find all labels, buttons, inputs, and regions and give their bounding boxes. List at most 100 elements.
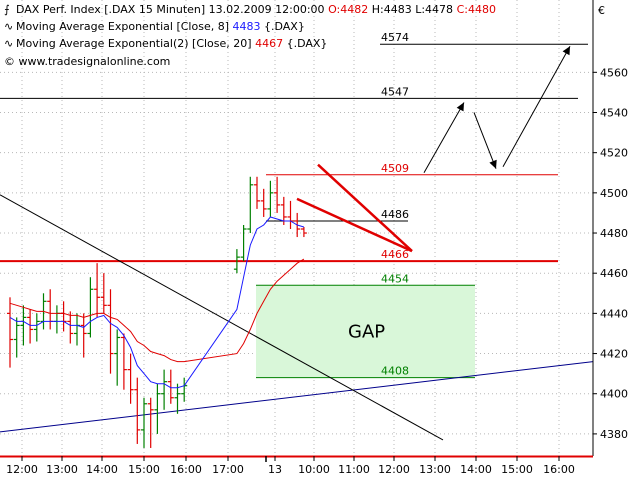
x-tick-label: 15:00 (501, 463, 533, 476)
ohlc-bar (7, 297, 13, 368)
y-tick-label: 4540 (600, 106, 628, 119)
ema20-line (9, 258, 305, 363)
x-tick-label: 13 (268, 463, 282, 476)
x-tick-label: 13:00 (419, 463, 451, 476)
ohlc-bar (274, 176, 281, 213)
ema2-label: Moving Average Exponential(2) [Close, 20… (16, 37, 252, 50)
y-tick-label: 4520 (600, 147, 628, 160)
ohlc-bar (147, 397, 154, 448)
source-text: www.tradesignalonline.com (18, 55, 171, 68)
ema2-legend: ∿ Moving Average Exponential(2) [Close, 2… (4, 37, 327, 50)
y-tick-label: 4440 (600, 307, 628, 320)
ohlc-bar (247, 176, 254, 234)
low-value: L:4478 (415, 3, 454, 16)
y-tick-label: 4400 (600, 388, 628, 401)
ema1-legend: ∿ Moving Average Exponential [Close, 8] 4… (4, 20, 305, 33)
level-label: 4574 (381, 31, 409, 44)
ohlc-bar (127, 353, 134, 404)
ohlc-bar (134, 377, 141, 444)
trend-lines (0, 194, 594, 441)
ohlc-bar (260, 188, 267, 217)
level-label: 4547 (381, 85, 409, 98)
ohlc-bar (67, 311, 74, 344)
ohlc-bar (167, 369, 174, 404)
x-tick-label: 15:00 (128, 463, 160, 476)
ohlc-bar (174, 383, 181, 414)
ohlc-bar (300, 226, 307, 238)
x-tick-label: 16:00 (170, 463, 202, 476)
ohlc-bar (80, 313, 87, 358)
y-tick-label: 4380 (600, 428, 628, 441)
ohlc-bar (161, 369, 168, 410)
ema2-value: 4467 (255, 37, 284, 50)
uptrend-line (0, 361, 594, 433)
ohlc-bar (87, 277, 94, 338)
ohlc-bar (100, 273, 107, 314)
ohlc-bar (120, 333, 127, 390)
level-label: 4454 (381, 272, 409, 285)
high-value: H:4483 (371, 3, 412, 16)
axes: 4380 4400 4420 4440 4460 4480 4500 4520 4540 4560… (0, 0, 628, 476)
projection-path (423, 45, 571, 174)
gap-zone (256, 285, 475, 378)
grid-lines (0, 0, 593, 456)
x-tick-label: 10:00 (298, 463, 330, 476)
instrument-title: DAX Perf. Index [.DAX 15 Minuten] (16, 3, 206, 16)
x-tick-label: 12:00 (6, 463, 38, 476)
level-label: 4486 (381, 208, 409, 221)
ohlc-bar (27, 309, 34, 344)
x-tick-label: 12:00 (378, 463, 410, 476)
wedge-lower-line (296, 197, 413, 253)
x-tick-label: 11:00 (338, 463, 370, 476)
ohlc-bar (94, 263, 101, 318)
y-tick-label: 4500 (600, 187, 628, 200)
ohlc-bar (13, 317, 20, 358)
ohlc-bar (280, 196, 287, 225)
line-icon: ∿ (4, 20, 14, 33)
ohlc-bar (254, 176, 260, 209)
ohlc-bar (114, 329, 121, 386)
bar-date: 13.02.2009 12:00:00 (208, 3, 325, 16)
x-tick-label: 16:00 (543, 463, 575, 476)
y-tick-label: 4480 (600, 227, 628, 240)
ohlc-bar (141, 397, 147, 448)
x-tick-label: 13:00 (46, 463, 78, 476)
level-label: 4509 (381, 162, 409, 175)
ohlc-bar (154, 383, 161, 434)
close-value: C:4480 (456, 3, 496, 16)
y-tick-label: 4420 (600, 348, 628, 361)
y-tick-label: 4560 (600, 66, 628, 79)
ohlc-bar (107, 289, 114, 374)
level-lines (0, 43, 588, 379)
downtrend-line (0, 194, 444, 441)
ema1-suffix: {.DAX} (264, 20, 305, 33)
ema1-value: 4483 (232, 20, 261, 33)
arrow-head (489, 159, 497, 169)
x-tick-label: 14:00 (86, 463, 118, 476)
line-icon: ∿ (4, 37, 14, 50)
open-value: O:4482 (328, 3, 369, 16)
pattern-annotations (296, 45, 571, 253)
arrow-head (456, 102, 464, 112)
ohlc-bar (233, 249, 240, 274)
level-labels: 4574 4547 4509 4486 4466 4454 4408 (381, 31, 409, 377)
ohlc-bar (240, 224, 247, 262)
ema8-line (9, 216, 305, 389)
ohlc-bar (33, 313, 40, 342)
ema2-suffix: {.DAX} (286, 37, 328, 50)
title-line: ⨍ DAX Perf. Index [.DAX 15 Minuten] 13.02… (4, 3, 496, 16)
x-tick-label: 14:00 (460, 463, 492, 476)
y-tick-label: 4460 (600, 267, 628, 280)
source-line: © www.tradesignalonline.com (4, 55, 170, 68)
x-tick-label: 17:00 (212, 463, 244, 476)
level-label: 4466 (381, 248, 409, 261)
wedge-upper-line (317, 163, 413, 253)
gap-label: GAP (348, 321, 385, 342)
ohlc-bar (20, 305, 27, 346)
copyright-icon: © (4, 55, 15, 68)
ema1-label: Moving Average Exponential [Close, 8] (16, 20, 229, 33)
ohlc-bar (267, 180, 274, 217)
